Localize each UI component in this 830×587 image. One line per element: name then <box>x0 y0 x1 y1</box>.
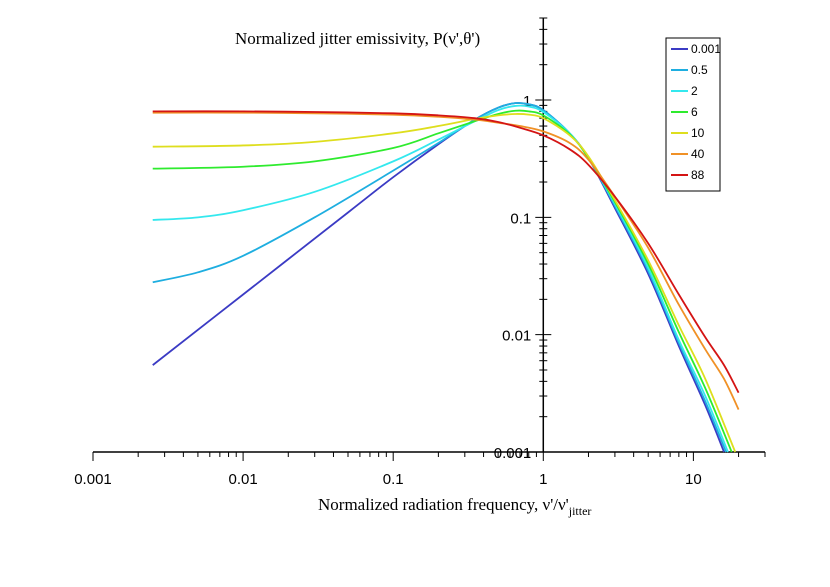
series-group <box>152 102 740 453</box>
y-tick-label: 0.1 <box>510 210 531 227</box>
legend-label-6: 6 <box>691 105 698 119</box>
x-tick-label: 0.001 <box>74 471 112 488</box>
series-line-2 <box>152 104 729 453</box>
legend-label-2: 2 <box>691 84 698 98</box>
x-tick-label: 0.01 <box>228 471 257 488</box>
series-line-0.001 <box>152 102 725 453</box>
legend-label-0.5: 0.5 <box>691 63 708 77</box>
x-tick-label: 0.1 <box>383 471 404 488</box>
y-tick-label: 0.001 <box>494 445 532 462</box>
legend-label-0.001: 0.001 <box>691 42 721 56</box>
legend-box <box>665 37 721 192</box>
series-line-10 <box>152 113 737 453</box>
x-axis-title-subscript: jitter <box>568 504 592 518</box>
series-line-40 <box>152 111 740 410</box>
x-tick-label: 1 <box>539 471 547 488</box>
x-axis-title: Normalized radiation frequency, ν'/ν'jit… <box>318 495 591 518</box>
y-tick-label: 0.01 <box>502 328 531 345</box>
legend-label-10: 10 <box>691 126 705 140</box>
series-line-0.5 <box>152 102 727 453</box>
x-tick-label: 10 <box>685 471 702 488</box>
legend-label-88: 88 <box>691 168 705 182</box>
y-axis-title: Normalized jitter emissivity, P(ν',θ') <box>235 29 480 48</box>
y-tick-label: 1 <box>523 93 531 110</box>
legend-label-40: 40 <box>691 147 705 161</box>
x-axis-title-main: Normalized radiation frequency, ν'/ν' <box>318 495 569 514</box>
axes: 0.001 0.01 0.1 1 10 0.001 0.01 0.1 1 <box>74 17 766 488</box>
series-line-88 <box>152 110 740 394</box>
series-line-6 <box>152 109 733 453</box>
legend: 0.001 0.5 2 6 10 40 88 <box>665 37 721 192</box>
